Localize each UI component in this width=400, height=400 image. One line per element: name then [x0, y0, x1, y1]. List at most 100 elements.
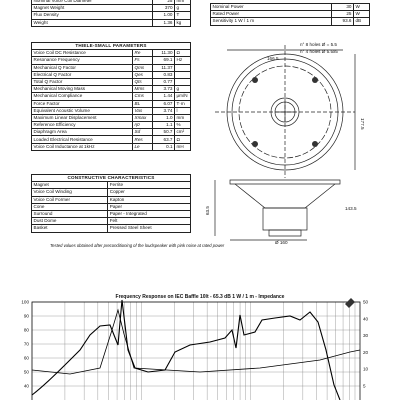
table-cell: g — [174, 85, 191, 94]
table-cell: 0.1 — [152, 142, 175, 151]
table-cell: Pressed Steel Sheet — [107, 224, 191, 233]
table-row: Resonance Frequency Fs 69.1 Hz — [31, 56, 191, 65]
table-cell: Mechanical Moving Mass — [31, 85, 133, 94]
table-cell: Loaded Electrical Resistance — [31, 135, 133, 144]
table-cell: mm — [174, 113, 191, 123]
table-row: Voice Coil Inductance at 1kHz Le 0.1 mH — [31, 142, 191, 151]
table-cell: Dust Dome — [30, 217, 109, 226]
table-cell: μm/N — [174, 92, 191, 101]
table-cell: 1.00 — [152, 11, 175, 20]
table-row: Reference Efficiency η0 1.1% — [31, 121, 191, 130]
y2-tick-label: 5 — [363, 384, 366, 389]
table-cell: Vas — [132, 106, 153, 115]
table-header: THIELE-SMALL PARAMETERS — [31, 41, 191, 51]
table-cell: Ferrite — [107, 181, 191, 190]
y2-tick-label: 20 — [363, 350, 369, 355]
table-cell: dB — [353, 17, 370, 26]
table-row: Mechanical Q Factor Qms 11.37 — [31, 63, 191, 72]
table-cell: Fs — [132, 56, 153, 65]
specs-right-table: Nominal Power 30 W Rated Power 25 W Sensitivit… — [210, 2, 370, 26]
table-cell: Voice Coil Winding — [30, 188, 109, 197]
chart-title: Frequency Response on IEC Baffle 10lt - … — [116, 294, 285, 300]
table-cell: Force Factor — [31, 99, 133, 108]
table-cell: Reference Efficiency — [31, 121, 133, 130]
table-cell: Total Q Factor — [31, 77, 133, 87]
table-cell: Paper - Integrated — [107, 209, 191, 219]
dimension-label: 143.5 — [345, 206, 357, 211]
table-cell: Voice Coil Inductance at 1kHz — [31, 142, 133, 151]
table-row: Surround Paper - Integrated — [30, 209, 191, 219]
table-cell: 0.83 — [152, 70, 175, 79]
y2-tick-label: 10 — [363, 367, 369, 372]
holes-4-label: n° 4 holes Ø 5.5x5 — [300, 49, 338, 54]
table-cell: 1.36 — [152, 18, 175, 27]
holes-8-label: n° 8 holes Ø = 5.5 — [300, 42, 337, 47]
table-cell: Xmax — [132, 113, 153, 123]
table-cell: Resonance Frequency — [31, 56, 133, 65]
table-cell — [174, 70, 191, 79]
table-row: Dust Dome Felt — [30, 217, 191, 226]
table-cell — [174, 77, 191, 87]
table-cell: 11.30 — [152, 49, 175, 58]
table-row: Diaphragm Area Sd 50.7 cm² — [31, 128, 191, 137]
table-cell: Voice Coil Former — [30, 195, 109, 204]
constructive-table: CONSTRUCTIVE CHARACTERISTICS Magnet Ferrit… — [30, 173, 191, 233]
table-cell: 3.73 — [152, 85, 175, 94]
table-cell: g — [174, 4, 191, 13]
table-cell: Mms — [132, 85, 153, 94]
table-cell — [174, 63, 191, 72]
table-row: Basket Pressed Steel Sheet — [30, 224, 191, 233]
table-cell: BL — [132, 99, 153, 108]
table-cell: Nominal Power — [210, 2, 332, 12]
table-cell: Mechanical Q Factor — [31, 63, 133, 72]
table-cell: 11.37 — [152, 63, 175, 72]
table-cell: 1.0 — [152, 113, 175, 123]
table-cell: 6.07 — [152, 99, 175, 108]
dimension-label: 166.5 — [267, 56, 279, 61]
table-cell: T·m — [174, 99, 191, 108]
y-tick-label: 100 — [21, 300, 29, 305]
dimension-label: 177.5 — [360, 118, 365, 130]
table-row: Nominal Voice Coil Diameter 25 mm — [31, 0, 191, 6]
table-row: Loaded Electrical Resistance Res 63.7 Ω — [31, 135, 191, 144]
table-cell: 63.7 — [152, 135, 175, 144]
table-cell: Le — [132, 142, 153, 151]
y2-tick-label: 40 — [363, 316, 369, 321]
table-cell: 30 — [331, 2, 354, 12]
table-row: Weight 1.36 kg — [31, 18, 191, 27]
table-cell: η0 — [132, 121, 153, 130]
table-cell: Basket — [30, 224, 109, 233]
y-tick-label: 60 — [24, 356, 30, 361]
table-cell: W — [353, 10, 370, 19]
table-cell: W — [353, 2, 370, 12]
table-cell: Cone — [30, 202, 109, 211]
table-cell: Weight — [31, 18, 153, 27]
table-cell: kg — [174, 18, 191, 27]
table-cell: Diaphragm Area — [31, 128, 133, 137]
table-title: CONSTRUCTIVE CHARACTERISTICS — [31, 173, 191, 183]
specs-left-table: Nominal Voice Coil Diameter 25 mm Magnet We… — [31, 0, 191, 27]
table-cell: T — [174, 11, 191, 20]
table-cell: 370 — [152, 4, 175, 13]
y-tick-label: 90 — [24, 314, 30, 319]
table-cell: Rated Power — [210, 10, 332, 19]
dimension-label: 63.5 — [205, 206, 210, 215]
table-row: Voice Coil Former Kapton — [30, 195, 191, 204]
table-cell: Flux Density — [31, 11, 153, 20]
table-row: Voice Coil DC Resistance Re 11.30 Ω — [31, 49, 191, 58]
table-row: Equivalent Acoustic Volume Vas 3.74 l — [31, 106, 191, 115]
table-row: Maximum Linear Displacement Xmax 1.0 mm — [31, 113, 191, 123]
table-cell: Cms — [132, 92, 153, 101]
table-cell: Qes — [132, 70, 153, 79]
table-cell: mm — [174, 0, 191, 6]
table-title: THIELE-SMALL PARAMETERS — [31, 41, 191, 51]
caption: Tested values obtained after preconditio… — [50, 243, 225, 248]
table-cell: Ω — [174, 135, 191, 144]
table-row: Flux Density 1.00 T — [31, 11, 191, 20]
table-row: Rated Power 25 W — [210, 10, 370, 19]
table-row: Magnet Ferrite — [30, 181, 191, 190]
thiele-small-table: THIELE-SMALL PARAMETERS Voice Coil DC Res… — [31, 41, 191, 151]
table-cell: 25 — [331, 10, 354, 19]
table-cell: Voice Coil DC Resistance — [31, 49, 133, 58]
table-row: Force Factor BL 6.07 T·m — [31, 99, 191, 108]
